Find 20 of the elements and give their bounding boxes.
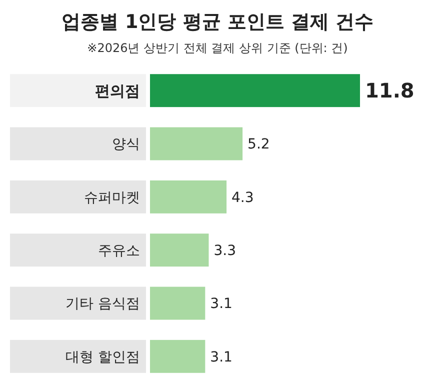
bar	[150, 234, 209, 267]
data-label: 4.3	[232, 190, 254, 206]
data-label: 11.8	[365, 78, 414, 103]
bar	[150, 340, 206, 373]
data-label: 3.3	[214, 242, 236, 259]
bar	[150, 180, 227, 214]
bar	[150, 74, 360, 108]
y-tick-label: 슈퍼마켓	[84, 190, 140, 206]
chart-subtitle: ※2026년 상반기 전체 결제 상위 기준 (단위: 건)	[87, 41, 348, 55]
y-tick-label: 대형 할인점	[66, 349, 140, 366]
y-tick-label: 양식	[112, 136, 140, 153]
data-label: 5.2	[248, 136, 270, 153]
data-label: 3.1	[210, 349, 232, 366]
data-label: 3.1	[210, 296, 232, 312]
chart-title: 업종별 1인당 평균 포인트 결제 건수	[61, 11, 374, 33]
y-tick-label: 편의점	[95, 82, 140, 100]
bar	[150, 127, 243, 160]
y-tick-label: 주유소	[98, 242, 140, 259]
y-tick-label: 기타 음식점	[66, 296, 140, 312]
bar	[150, 286, 206, 320]
